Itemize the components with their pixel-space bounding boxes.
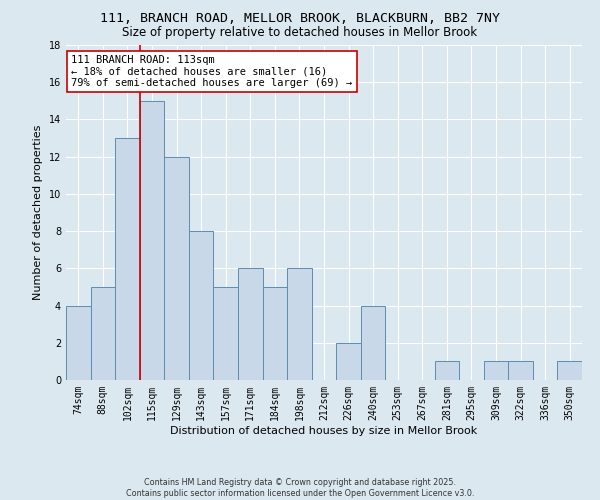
Bar (189, 231, 214, 380)
Bar (263, 287, 287, 380)
Bar (91, 287, 115, 380)
Text: 111, BRANCH ROAD, MELLOR BROOK, BLACKBURN, BB2 7NY: 111, BRANCH ROAD, MELLOR BROOK, BLACKBUR… (100, 12, 500, 26)
Bar (361, 306, 385, 380)
Text: 111 BRANCH ROAD: 113sqm
← 18% of detached houses are smaller (16)
79% of semi-de: 111 BRANCH ROAD: 113sqm ← 18% of detache… (71, 55, 352, 88)
Bar (238, 268, 263, 380)
Text: Contains HM Land Registry data © Crown copyright and database right 2025.
Contai: Contains HM Land Registry data © Crown c… (126, 478, 474, 498)
Text: Size of property relative to detached houses in Mellor Brook: Size of property relative to detached ho… (122, 26, 478, 39)
Bar (508, 362, 533, 380)
Bar (164, 156, 189, 380)
Bar (287, 268, 312, 380)
Bar (66, 306, 91, 380)
Y-axis label: Number of detached properties: Number of detached properties (33, 125, 43, 300)
Bar (434, 362, 459, 380)
Bar (336, 343, 361, 380)
Bar (140, 101, 164, 380)
Bar (484, 362, 508, 380)
Bar (115, 138, 140, 380)
X-axis label: Distribution of detached houses by size in Mellor Brook: Distribution of detached houses by size … (170, 426, 478, 436)
Bar (214, 287, 238, 380)
Bar (557, 362, 582, 380)
